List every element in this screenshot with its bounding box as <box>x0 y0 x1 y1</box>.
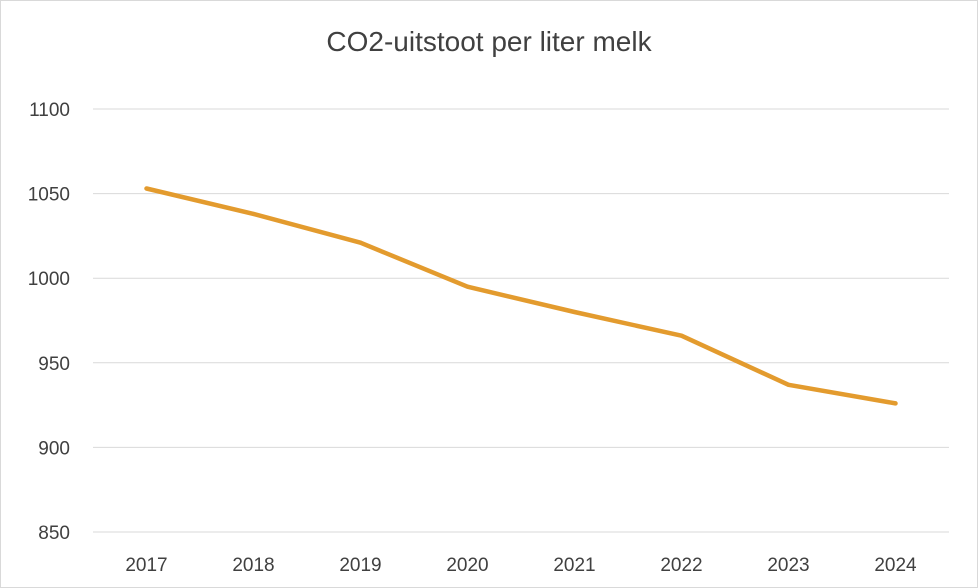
y-axis: 850 900 950 1000 1050 1100 <box>28 100 70 544</box>
x-tick-label: 2024 <box>874 555 917 576</box>
data-point-2020 <box>465 284 470 289</box>
x-tick-label: 2022 <box>660 555 702 576</box>
data-point-2019 <box>358 240 363 245</box>
x-tick-label: 2017 <box>125 555 167 576</box>
x-tick-label: 2021 <box>553 555 595 576</box>
chart-title: CO2-uitstoot per liter melk <box>326 26 652 57</box>
data-point-2017 <box>144 186 149 191</box>
y-tick-label: 1050 <box>28 185 70 206</box>
data-point-2023 <box>786 382 791 387</box>
series-line <box>144 186 898 406</box>
data-point-2018 <box>251 211 256 216</box>
y-tick-label: 850 <box>38 523 70 544</box>
x-tick-label: 2018 <box>232 555 274 576</box>
data-point-2021 <box>572 310 577 315</box>
data-point-2024 <box>893 401 898 406</box>
x-tick-label: 2023 <box>767 555 809 576</box>
x-tick-label: 2020 <box>446 555 488 576</box>
y-tick-label: 1100 <box>29 100 70 121</box>
x-axis: 2017 2018 2019 2020 2021 2022 2023 2024 <box>125 555 917 576</box>
data-point-2022 <box>679 333 684 338</box>
gridlines <box>93 108 949 533</box>
y-tick-label: 900 <box>38 438 70 459</box>
y-tick-label: 1000 <box>28 269 70 290</box>
x-tick-label: 2019 <box>339 555 381 576</box>
y-tick-label: 950 <box>38 354 70 375</box>
series-group <box>144 186 898 406</box>
